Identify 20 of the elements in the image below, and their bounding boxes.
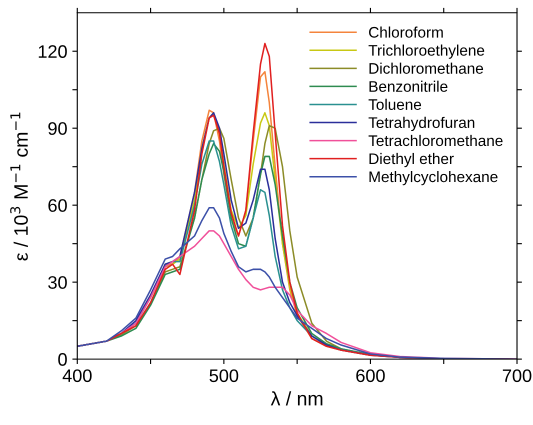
y-tick-label: 90 [48,122,67,135]
legend-label: Benzonitrile [370,80,448,92]
x-tick-label: 400 [62,369,92,382]
legend-label: Tetrachloromethane [368,134,503,146]
legend-label: Chloroform [369,26,443,38]
legend-label: Tetrahydrofuran [368,116,474,132]
x-tick-label: 600 [356,369,385,382]
x-tick-label: 700 [502,369,532,382]
y-tick-label: 0 [58,353,67,366]
legend-label: Trichloroethylene [368,44,484,59]
legend-label: Dichloromethane [370,62,484,74]
legend-label: Toluene [368,98,422,110]
y-axis-title: ε / 10$^{3}$ M$^{−1}$ cm$^{−1}$ [10,112,28,261]
x-tick-label: 500 [210,369,238,382]
y-tick-label: 120 [38,45,67,58]
y-tick-label: 60 [48,199,67,212]
y-tick-label: 30 [48,276,67,289]
legend-label: Methylcyclohexane [370,170,498,186]
x-axis-title: λ / nm [270,391,322,406]
legend-label: Diethyl ether [370,152,454,168]
